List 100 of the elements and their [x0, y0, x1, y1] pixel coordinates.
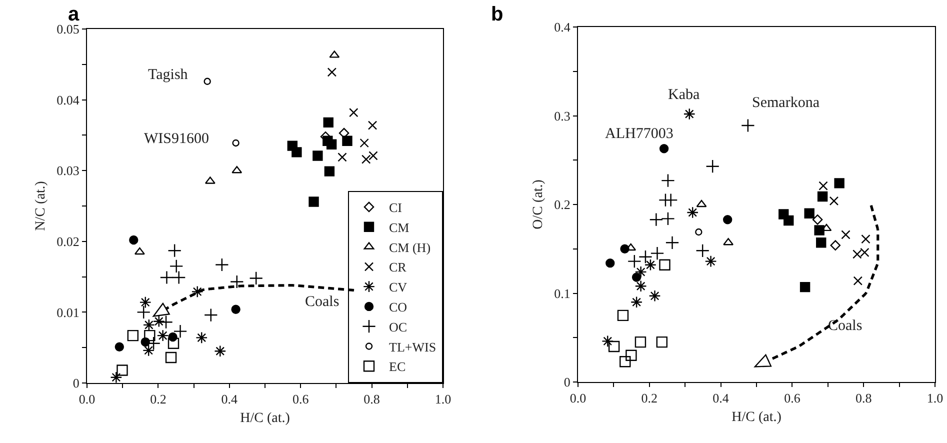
point	[139, 296, 152, 308]
annotation: Semarkona	[752, 95, 820, 111]
point	[817, 191, 828, 202]
point	[110, 371, 122, 384]
point	[695, 228, 702, 236]
point	[152, 315, 165, 328]
point	[136, 305, 150, 320]
point	[173, 324, 188, 338]
point	[215, 258, 229, 272]
y-tick-label: 0.04	[56, 92, 80, 108]
point	[362, 154, 371, 164]
point	[127, 330, 139, 342]
point	[644, 258, 656, 271]
chart-title: b	[491, 4, 504, 26]
y-tick-label: 0	[72, 376, 80, 391]
point	[829, 196, 839, 206]
x-tick-label: 0.0	[570, 390, 586, 406]
point	[168, 338, 180, 349]
point	[861, 234, 870, 244]
x-axis-title: H/C (at.)	[240, 410, 290, 426]
point	[830, 240, 841, 250]
point	[818, 181, 828, 190]
point	[338, 128, 350, 138]
legend-label: EC	[389, 359, 406, 374]
point	[834, 178, 844, 188]
x-tick-label: 1.0	[926, 390, 944, 406]
point	[706, 159, 720, 174]
point	[368, 120, 378, 130]
point	[664, 193, 678, 207]
annotation: Coals	[305, 294, 340, 310]
point	[683, 108, 696, 120]
point	[634, 280, 647, 292]
point	[169, 259, 184, 274]
y-axis-title: N/C (at.)	[33, 180, 48, 231]
x-tick-label: 0.2	[641, 390, 658, 406]
x-tick-label: 0.8	[855, 390, 872, 406]
point	[142, 344, 155, 356]
point	[231, 304, 240, 314]
point	[804, 208, 814, 218]
point	[659, 144, 669, 154]
legend-label: CO	[389, 300, 408, 315]
point	[634, 336, 646, 348]
point	[144, 330, 156, 342]
point	[638, 250, 652, 264]
point	[812, 214, 823, 225]
x-tick-label: 0.8	[364, 392, 380, 407]
y-axis-title: O/C (at.)	[530, 179, 546, 230]
annotation: Tagish	[148, 67, 188, 83]
point	[628, 254, 642, 268]
point	[659, 259, 670, 270]
point	[324, 166, 335, 176]
point	[816, 238, 826, 248]
point	[338, 152, 347, 162]
x-axis-title: H/C (at.)	[732, 410, 782, 425]
y-tick-label: 0.2	[554, 197, 570, 212]
y-tick-label: 0	[564, 374, 570, 390]
legend-label: TL+WIS	[389, 339, 436, 354]
point	[191, 286, 204, 298]
x-tick-label: 0.0	[78, 392, 96, 407]
point	[632, 272, 642, 282]
point	[661, 212, 675, 226]
y-tick-label: 0.1	[554, 286, 570, 301]
x-tick-label: 0.6	[292, 392, 310, 407]
point	[159, 315, 173, 330]
point	[704, 255, 717, 268]
point	[230, 274, 244, 289]
point	[649, 212, 664, 226]
legend-label: OC	[389, 319, 408, 334]
x-tick-label: 0.4	[712, 390, 730, 406]
point	[342, 136, 352, 146]
y-tick-label: 0.4	[554, 20, 571, 35]
point	[214, 345, 226, 358]
point	[626, 350, 637, 361]
annotation: Kaba	[668, 87, 700, 103]
point	[661, 174, 675, 188]
point	[142, 318, 155, 331]
y-tick-label: 0.02	[56, 234, 80, 249]
point	[129, 235, 138, 245]
point	[814, 225, 824, 236]
point	[784, 215, 794, 226]
point	[292, 147, 302, 158]
point	[204, 308, 218, 322]
point	[686, 206, 699, 218]
point	[308, 196, 319, 207]
y-tick-label: 0.01	[56, 304, 80, 320]
legend-label: CI	[389, 200, 402, 216]
point	[696, 244, 710, 258]
point	[841, 230, 850, 240]
point	[620, 356, 631, 368]
point	[665, 236, 680, 250]
legend-label: CM	[389, 220, 410, 235]
x-tick-label: 0.6	[784, 390, 801, 406]
annotation: WIS91600	[144, 131, 209, 147]
point	[204, 78, 211, 85]
point	[160, 270, 174, 284]
point	[116, 364, 128, 376]
point	[349, 108, 358, 118]
point	[232, 139, 240, 147]
point	[326, 139, 337, 150]
point	[114, 342, 124, 352]
